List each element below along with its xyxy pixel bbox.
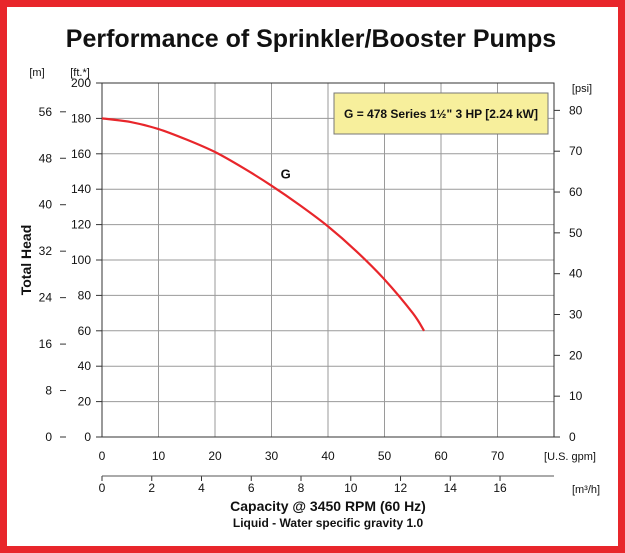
y-tick-label-psi: 60 [569,185,583,199]
legend: G = 478 Series 1½" 3 HP [2.24 kW] [333,92,549,135]
y-tick-label-psi: 80 [569,103,583,117]
y-tick-label-psi: 50 [569,226,583,240]
x-unit-gpm: [U.S. gpm] [544,451,596,463]
x-tick-label: 70 [491,449,505,463]
x2-tick-label: 16 [493,481,507,495]
y-tick-label-psi: 0 [569,430,576,444]
series-label-G: G [281,167,291,182]
y-tick-label-ft: 60 [78,324,92,338]
x-axis-label: Capacity @ 3450 RPM (60 Hz) [230,498,426,514]
y-tick-label-m: 16 [39,337,53,351]
legend-text: G = 478 Series 1½" 3 HP [2.24 kW] [344,107,538,121]
tick-labels: 0 10 20 30 40 50 60 700 2 4 6 8 10 12 14 16020406080100… [39,76,583,495]
x2-tick-label: 2 [148,481,155,495]
y-tick-label-ft: 0 [84,430,91,444]
x2-tick-label: 0 [99,481,106,495]
grid [102,83,554,437]
y-axis-label: Total Head [18,225,34,296]
y-tick-label-ft: 200 [71,76,91,90]
x-tick-label: 0 [99,449,106,463]
y-tick-label-m: 40 [39,198,53,212]
x-tick-label: 50 [378,449,392,463]
x-tick-label: 40 [321,449,335,463]
y-unit-m: [m] [29,67,44,79]
y-tick-label-psi: 20 [569,348,583,362]
y-tick-label-psi: 10 [569,389,583,403]
x-tick-label: 60 [434,449,448,463]
series-line-G [101,117,425,332]
x2-tick-label: 14 [444,481,458,495]
x2-tick-label: 10 [344,481,358,495]
series-layer: G [101,117,425,332]
y-unit-psi: [psi] [572,83,592,95]
y-tick-label-psi: 70 [569,144,583,158]
x2-tick-label: 6 [248,481,255,495]
y-tick-label-psi: 40 [569,267,583,281]
y-tick-label-ft: 80 [78,288,92,302]
x2-tick-label: 12 [394,481,408,495]
y-tick-label-ft: 100 [71,253,91,267]
x-axis-note: Liquid - Water specific gravity 1.0 [233,516,424,530]
x-tick-label: 20 [208,449,222,463]
y-tick-label-m: 24 [39,291,53,305]
y-tick-label-m: 48 [39,151,53,165]
y-tick-label-ft: 120 [71,218,91,232]
chart-title: Performance of Sprinkler/Booster Pumps [66,25,556,53]
y-tick-label-m: 32 [39,244,53,258]
y-tick-label-ft: 40 [78,359,92,373]
y-tick-label-m: 8 [45,384,52,398]
y-tick-label-ft: 180 [71,111,91,125]
y-tick-label-ft: 160 [71,147,91,161]
y-tick-label-m: 56 [39,105,53,119]
y-unit-ft: [ft.*] [70,67,90,79]
x2-tick-label: 8 [298,481,305,495]
y-tick-label-psi: 30 [569,308,583,322]
y-tick-label-m: 0 [45,430,52,444]
x-unit-m3h: [m³/h] [572,484,600,496]
x-tick-label: 10 [152,449,166,463]
x2-tick-label: 4 [198,481,205,495]
x-tick-label: 30 [265,449,279,463]
y-tick-label-ft: 20 [78,395,92,409]
legend-box [333,92,549,135]
y-tick-label-ft: 140 [71,182,91,196]
